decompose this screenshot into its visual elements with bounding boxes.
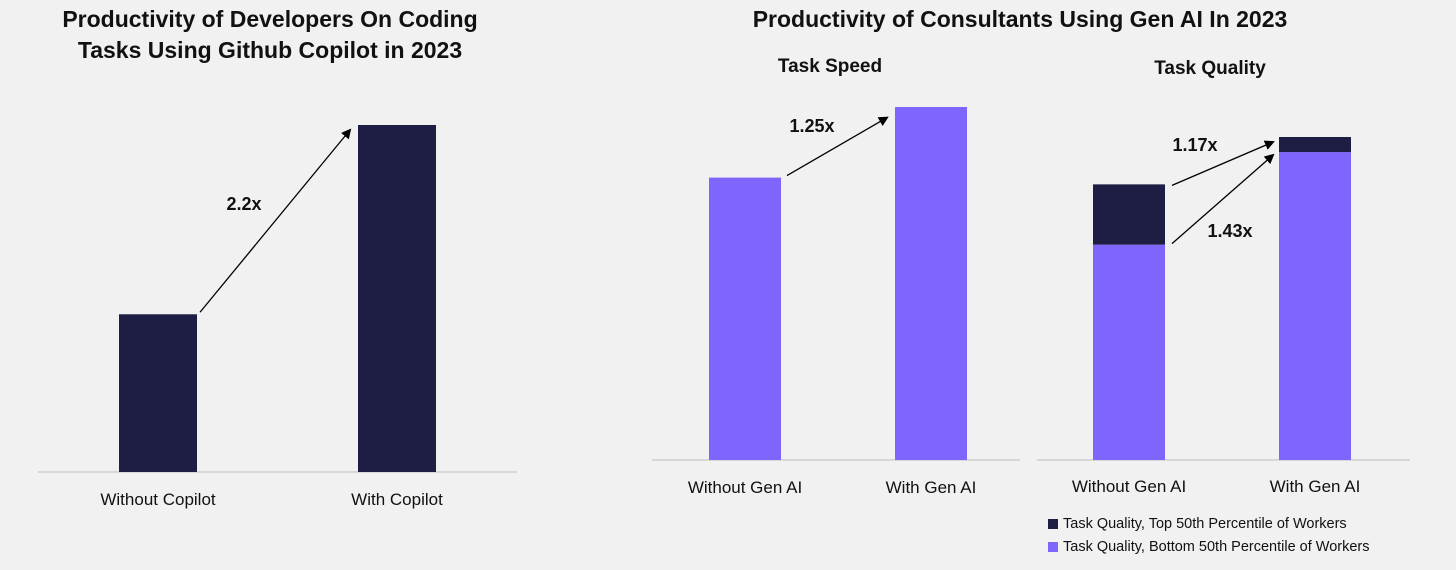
subtitle-task-speed: Task Speed	[777, 56, 883, 77]
arrow-task-speed	[786, 116, 889, 177]
bar-quality-with-genai-bottom50	[1279, 152, 1351, 460]
x-tick-label-speed-without-genai: Without Gen AI	[688, 478, 802, 497]
x-tick-label-without-copilot: Without Copilot	[100, 490, 216, 509]
chart-title-consultants: Productivity of Consultants Using Gen AI…	[752, 6, 1288, 32]
arrow-developers	[199, 128, 352, 313]
legend-label-top50: Task Quality, Top 50th Percentile of Wor…	[1063, 515, 1347, 532]
annotation-task-speed: 1.25x	[789, 116, 834, 136]
arrow-quality-top50	[1171, 140, 1275, 186]
bar-quality-with-genai-top50	[1279, 137, 1351, 153]
bar-with-copilot	[358, 125, 436, 472]
annotation-quality-bottom50: 1.43x	[1207, 221, 1252, 241]
annotation-quality-top50: 1.17x	[1172, 135, 1217, 155]
bar-quality-without-genai-bottom50	[1093, 244, 1165, 460]
legend-swatch-top50	[1048, 518, 1058, 529]
legend: Task Quality, Top 50th Percentile of Wor…	[1048, 512, 1370, 558]
bar-without-copilot	[119, 314, 197, 472]
annotation-developers: 2.2x	[226, 194, 261, 214]
legend-swatch-bottom50	[1048, 541, 1058, 552]
subtitle-task-quality: Task Quality	[1154, 58, 1266, 79]
legend-label-bottom50: Task Quality, Bottom 50th Percentile of …	[1063, 538, 1370, 555]
chart-title-developers: Productivity of Developers On Coding Tas…	[30, 4, 510, 66]
x-tick-label-speed-with-genai: With Gen AI	[886, 478, 977, 497]
legend-item-bottom50: Task Quality, Bottom 50th Percentile of …	[1048, 535, 1370, 558]
arrow-quality-bottom50	[1171, 153, 1275, 245]
x-tick-label-quality-without-genai: Without Gen AI	[1072, 477, 1186, 496]
x-tick-label-with-copilot: With Copilot	[351, 490, 443, 509]
bar-speed-without-genai	[709, 177, 781, 460]
bar-speed-with-genai	[895, 107, 967, 460]
legend-item-top50: Task Quality, Top 50th Percentile of Wor…	[1048, 512, 1370, 535]
x-tick-label-quality-with-genai: With Gen AI	[1270, 477, 1361, 496]
chart-title-line-1: Productivity of Developers On Coding	[62, 6, 478, 32]
chart-title-line-2: Tasks Using Github Copilot in 2023	[77, 37, 463, 63]
bar-quality-without-genai-top50	[1093, 184, 1165, 245]
